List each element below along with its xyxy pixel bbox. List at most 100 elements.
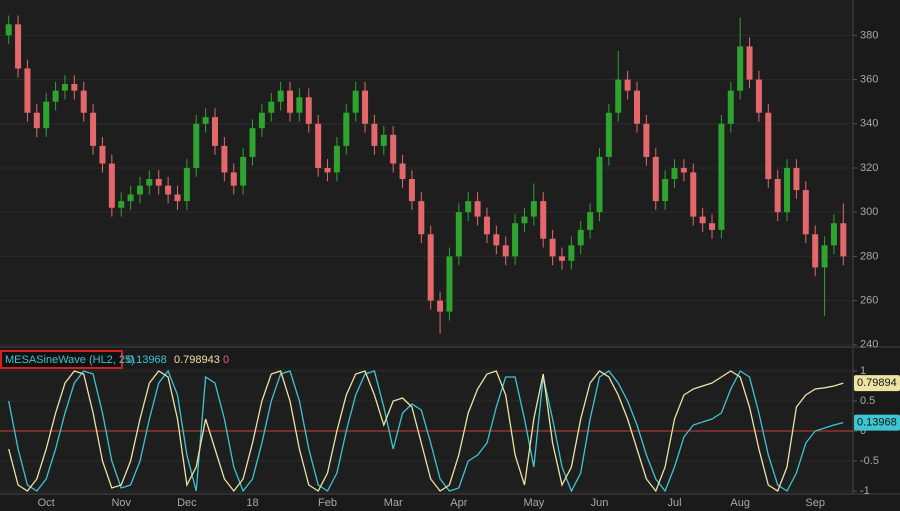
candle-body (840, 223, 847, 257)
candle-body (61, 83, 68, 91)
candle-body (493, 234, 500, 246)
candle-body (80, 90, 87, 113)
y-tick-label: 380 (860, 29, 878, 41)
candle-body (43, 101, 50, 129)
candle-body (202, 117, 209, 124)
candle-body (33, 112, 40, 129)
y-tick-label: 320 (860, 162, 878, 174)
candle-body (193, 123, 200, 168)
candle-body (437, 300, 444, 312)
candle-body (568, 245, 575, 261)
zero-value: 0 (223, 354, 229, 366)
candle-body (812, 234, 819, 268)
candle-body (455, 212, 462, 257)
candle-body (305, 97, 312, 124)
y-tick-label: 300 (860, 206, 878, 218)
candle-body (352, 90, 359, 113)
candle-body (821, 245, 828, 268)
candle-body (671, 167, 678, 180)
candle-body (118, 201, 125, 208)
x-tick-label: May (523, 497, 544, 509)
x-tick-label: Jul (667, 497, 681, 509)
candle-body (174, 194, 181, 202)
candle-body (324, 167, 331, 173)
candle-body (633, 90, 641, 124)
candle-body (521, 216, 528, 224)
candle-body (408, 179, 415, 202)
candle-body (830, 223, 837, 246)
x-tick-label: Dec (177, 497, 197, 509)
y-tick-label: 0.5 (860, 395, 875, 407)
candle-body (652, 156, 659, 202)
x-tick-label: Mar (384, 497, 403, 509)
y-tick-label: 340 (860, 118, 878, 130)
candle-body (446, 256, 453, 312)
lead-value: 0.798943 (174, 354, 220, 366)
candle-body (230, 172, 237, 186)
last-value-flag (854, 375, 900, 392)
candle-body (296, 97, 303, 113)
candle-body (277, 90, 284, 102)
candle-body (380, 134, 387, 146)
y-tick-label: 240 (860, 339, 878, 351)
candle-body (221, 145, 228, 173)
candle-body (596, 156, 603, 213)
candle-body (774, 179, 781, 213)
candle-body (474, 201, 481, 217)
candle-body (530, 201, 537, 217)
candle-body (765, 112, 772, 180)
candle-body (587, 212, 594, 230)
indicator-line (8, 370, 844, 493)
candle-body (15, 24, 22, 69)
candle-body (99, 145, 106, 164)
candle-body (287, 90, 294, 113)
candle-body (24, 68, 31, 113)
candle-body (108, 163, 115, 208)
candle-body (418, 201, 425, 235)
indicator-label-box (0, 350, 123, 369)
indicator-title: MESASineWave (HL2, 25) (5, 354, 135, 366)
candle-body (127, 194, 134, 202)
candle-body (502, 245, 509, 257)
candle-body (5, 24, 12, 36)
x-tick-label: Aug (730, 497, 750, 509)
candle-body (662, 179, 669, 202)
candle-body (399, 163, 406, 180)
candle-body (512, 223, 519, 257)
candle-body (615, 79, 622, 113)
candle-body (183, 167, 190, 202)
x-tick-label: Sep (805, 497, 825, 509)
candle-body (737, 46, 744, 91)
candle-body (558, 256, 565, 261)
candle-body (136, 185, 143, 195)
sine-value: 0.13968 (127, 354, 167, 366)
candle-body (165, 185, 172, 195)
candle-body (90, 112, 97, 146)
candle-body (549, 238, 556, 257)
candle-body (784, 167, 791, 213)
candle-body (699, 216, 706, 224)
x-tick-label: Apr (450, 497, 467, 509)
candle-body (793, 167, 800, 191)
candle-body (690, 172, 697, 217)
candle-body (709, 223, 716, 230)
y-tick-label: -0.5 (860, 455, 879, 467)
candle-body (249, 128, 256, 157)
y-tick-label: 260 (860, 294, 878, 306)
candle-body (577, 229, 584, 246)
candle-body (315, 123, 322, 168)
candle-body (155, 179, 162, 186)
candle-body (211, 117, 219, 146)
candle-body (755, 79, 762, 113)
candle-body (680, 167, 687, 173)
x-tick-label: Oct (38, 497, 55, 509)
candle-body (465, 201, 472, 213)
candle-body (605, 112, 612, 157)
price-panel (0, 0, 853, 347)
candle-body (240, 156, 247, 186)
x-tick-label: 18 (246, 497, 258, 509)
candle-body (746, 46, 753, 80)
y-tick-label: 360 (860, 73, 878, 85)
candle-body (727, 90, 734, 124)
